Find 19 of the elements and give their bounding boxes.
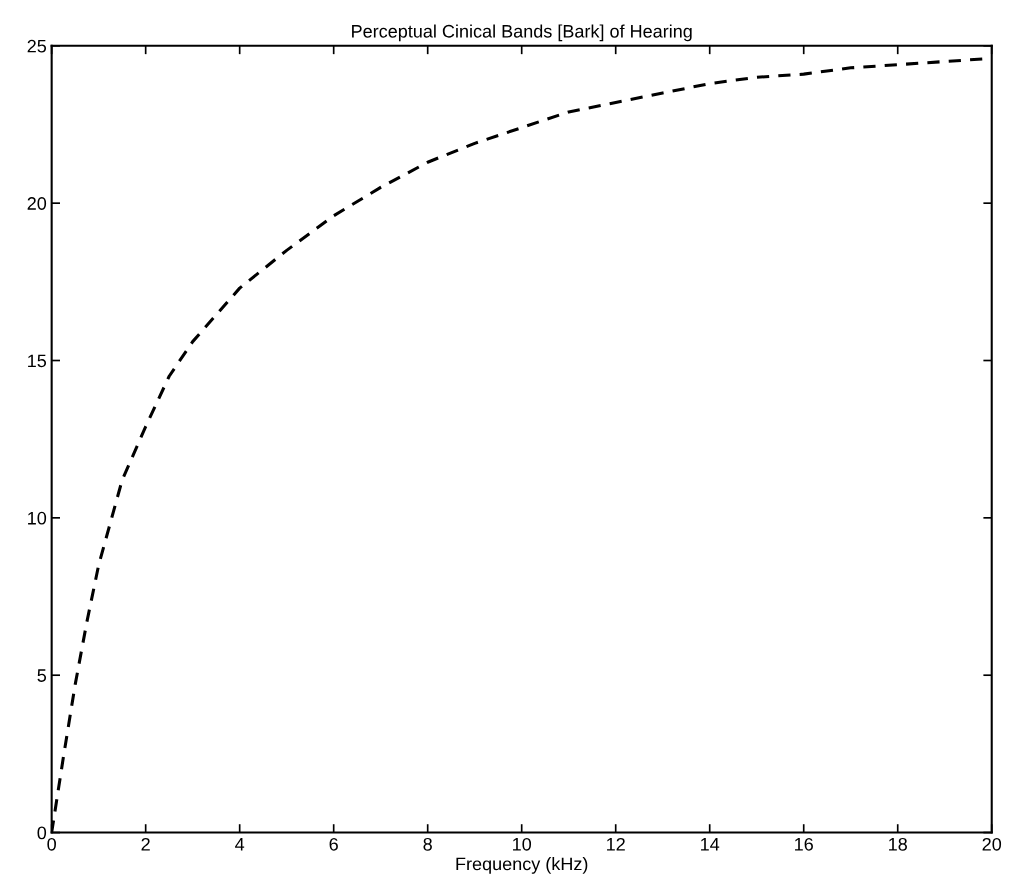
- x-axis-title: Frequency (kHz): [456, 857, 588, 874]
- x-tick-label: 2: [141, 837, 150, 851]
- x-tick-label: 16: [795, 837, 813, 851]
- x-tick-label: 10: [513, 837, 532, 851]
- y-tick-label: 25: [27, 39, 47, 53]
- x-tick-label: 4: [235, 838, 245, 851]
- y-tick-label: 15: [28, 354, 47, 368]
- x-tick-label: 0: [47, 837, 56, 851]
- chart-title: Perceptual Cinical Bands [Bark] of Hearing: [352, 24, 692, 42]
- x-tick-label: 18: [889, 837, 907, 851]
- x-tick-label: 6: [329, 837, 338, 851]
- y-tick-label: 5: [37, 669, 47, 682]
- x-tick-label: 12: [607, 837, 625, 851]
- y-tick-label: 0: [37, 826, 47, 840]
- y-tick-label: 10: [28, 511, 47, 525]
- x-tick-label: 8: [423, 837, 432, 851]
- y-tick-label: 20: [27, 197, 47, 210]
- x-tick-label: 14: [701, 838, 720, 851]
- x-tick-label: 20: [982, 837, 1002, 851]
